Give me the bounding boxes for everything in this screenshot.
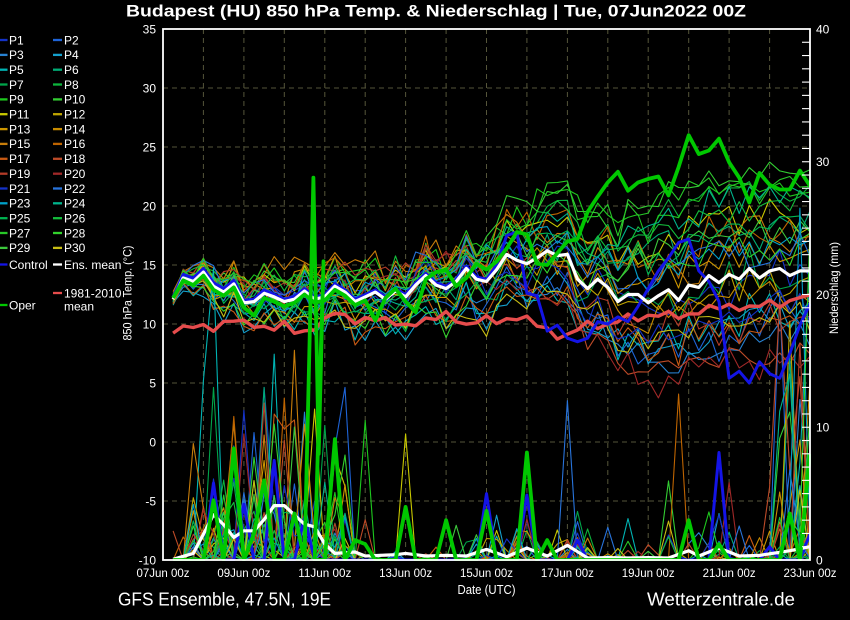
- svg-text:25: 25: [143, 140, 157, 154]
- svg-text:P1: P1: [9, 33, 24, 47]
- svg-text:P2: P2: [64, 33, 79, 47]
- svg-text:13Jun 00z: 13Jun 00z: [379, 566, 432, 580]
- svg-text:17Jun 00z: 17Jun 00z: [541, 566, 594, 580]
- svg-text:10: 10: [143, 317, 157, 331]
- svg-text:P11: P11: [9, 108, 30, 122]
- svg-text:5: 5: [149, 376, 156, 390]
- svg-text:P23: P23: [9, 197, 31, 211]
- svg-text:P18: P18: [64, 152, 86, 166]
- svg-text:P27: P27: [9, 226, 31, 240]
- svg-text:09Jun 00z: 09Jun 00z: [217, 566, 270, 580]
- svg-text:30: 30: [143, 81, 157, 95]
- svg-text:P12: P12: [64, 108, 86, 122]
- svg-text:P25: P25: [9, 212, 31, 226]
- svg-text:40: 40: [816, 22, 830, 36]
- svg-text:Date (UTC): Date (UTC): [458, 583, 516, 597]
- svg-text:P9: P9: [9, 93, 24, 107]
- svg-text:1981-2010: 1981-2010: [64, 286, 122, 300]
- svg-text:P6: P6: [64, 63, 79, 77]
- svg-text:Budapest (HU) 850 hPa Temp.: Budapest (HU) 850 hPa Temp. & Niederschl…: [126, 2, 746, 21]
- svg-text:P29: P29: [9, 241, 31, 255]
- svg-text:P22: P22: [64, 182, 86, 196]
- svg-text:07Jun 00z: 07Jun 00z: [137, 566, 190, 580]
- svg-text:850 hPa Temp. (°C): 850 hPa Temp. (°C): [121, 246, 135, 341]
- svg-text:19Jun 00z: 19Jun 00z: [622, 566, 675, 580]
- svg-text:Niederschlag (mm): Niederschlag (mm): [827, 242, 841, 334]
- svg-text:P14: P14: [64, 122, 86, 136]
- svg-text:P5: P5: [9, 63, 24, 77]
- svg-text:P26: P26: [64, 212, 86, 226]
- svg-text:P10: P10: [64, 93, 86, 107]
- svg-text:0: 0: [149, 435, 156, 449]
- svg-text:0: 0: [816, 553, 823, 567]
- svg-text:GFS Ensemble, 47.5N, 19E: GFS Ensemble, 47.5N, 19E: [118, 590, 331, 610]
- svg-text:11Jun 00z: 11Jun 00z: [298, 566, 351, 580]
- svg-text:10: 10: [816, 421, 830, 435]
- svg-text:mean: mean: [64, 299, 94, 313]
- svg-text:Wetterzentrale.de: Wetterzentrale.de: [647, 590, 795, 610]
- svg-text:-5: -5: [145, 494, 156, 508]
- svg-text:20: 20: [816, 288, 830, 302]
- svg-text:P24: P24: [64, 197, 86, 211]
- svg-text:P19: P19: [9, 167, 31, 181]
- svg-text:Oper: Oper: [9, 298, 36, 312]
- svg-text:P17: P17: [9, 152, 31, 166]
- svg-text:15: 15: [143, 258, 157, 272]
- svg-text:-10: -10: [139, 553, 157, 567]
- svg-text:P21: P21: [9, 182, 31, 196]
- svg-text:P20: P20: [64, 167, 86, 181]
- svg-text:20: 20: [143, 199, 157, 213]
- svg-text:P13: P13: [9, 122, 31, 136]
- svg-text:Ens. mean: Ens. mean: [64, 258, 121, 272]
- svg-text:P7: P7: [9, 78, 24, 92]
- svg-text:P4: P4: [64, 48, 79, 62]
- svg-text:P16: P16: [64, 137, 86, 151]
- svg-text:Control: Control: [9, 258, 48, 272]
- svg-text:21Jun 00z: 21Jun 00z: [703, 566, 756, 580]
- svg-text:P30: P30: [64, 241, 86, 255]
- svg-text:P3: P3: [9, 48, 24, 62]
- svg-text:15Jun 00z: 15Jun 00z: [460, 566, 513, 580]
- svg-text:P8: P8: [64, 78, 79, 92]
- svg-text:35: 35: [143, 22, 157, 36]
- svg-text:P15: P15: [9, 137, 31, 151]
- svg-text:30: 30: [816, 155, 830, 169]
- svg-text:P28: P28: [64, 226, 86, 240]
- svg-text:23Jun 00z: 23Jun 00z: [784, 566, 837, 580]
